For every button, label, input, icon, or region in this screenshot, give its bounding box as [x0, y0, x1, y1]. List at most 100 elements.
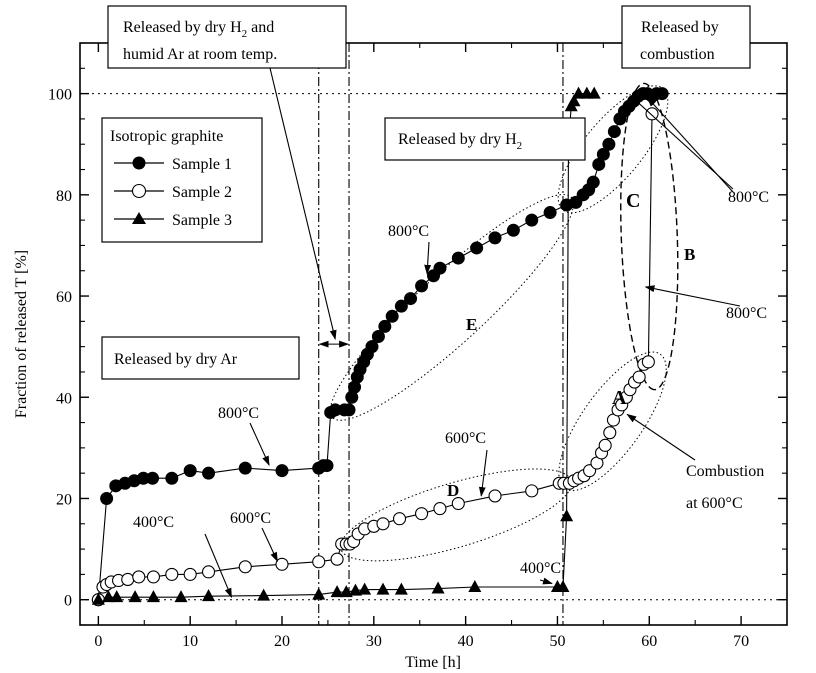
data-point-sample-1 [385, 309, 399, 323]
data-point-sample-3 [339, 585, 353, 598]
annotation-box-dry-ar [101, 336, 300, 380]
annotation-box-dry-h2 [384, 117, 586, 161]
data-point-sample-1 [378, 319, 392, 333]
data-point-sample-1 [451, 251, 465, 265]
data-point-sample-1 [543, 206, 557, 220]
data-point-sample-1 [100, 491, 114, 505]
data-point-sample-1 [586, 175, 600, 189]
data-point-sample-1 [365, 340, 379, 354]
data-point-sample-2 [415, 507, 429, 521]
data-point-sample-2 [603, 426, 617, 440]
arrow-600c-sample2-h2 [478, 449, 488, 497]
x-tick-label: 30 [366, 633, 382, 650]
data-point-sample-3 [468, 580, 482, 593]
data-point-sample-3 [394, 582, 408, 595]
data-point-sample-2 [645, 107, 659, 121]
data-point-sample-2 [165, 567, 179, 581]
x-tick-label: 50 [549, 633, 565, 650]
legend-marker-sample-2 [131, 183, 147, 199]
data-point-sample-3 [330, 585, 344, 598]
region-label-b: B [684, 245, 695, 264]
data-point-sample-1 [165, 471, 179, 485]
arrow-800c-b [644, 285, 741, 307]
data-point-sample-1 [342, 403, 356, 417]
y-tick-label: 60 [56, 289, 72, 306]
annotation-box-h2-humid [107, 5, 347, 69]
data-point-sample-3 [91, 592, 105, 605]
legend-title: Isotropic graphite [110, 128, 223, 145]
data-point-sample-1 [371, 330, 385, 344]
data-point-sample-1 [146, 471, 160, 485]
data-point-sample-2 [525, 484, 539, 498]
data-point-sample-2 [132, 570, 146, 584]
data-point-sample-3 [257, 588, 271, 601]
data-point-sample-1 [202, 466, 216, 480]
data-point-sample-1 [596, 147, 610, 161]
label-combustion-600-line1: Combustion [686, 463, 764, 480]
arrow-combustion-600 [626, 413, 696, 461]
label-600c-sample2-ar: 600°C [230, 510, 271, 527]
data-point-sample-2 [488, 489, 502, 503]
legend-label-sample-1: Sample 1 [172, 156, 232, 173]
label-400c-sample3-h2: 400°C [520, 560, 561, 577]
region-label-a: A [612, 387, 627, 409]
data-point-sample-2 [238, 560, 252, 574]
data-point-sample-2 [275, 557, 289, 571]
data-point-sample-1 [470, 241, 484, 255]
arrow-400c-sample3-ar [204, 533, 233, 599]
data-point-sample-3 [572, 86, 586, 99]
data-point-sample-1 [488, 231, 502, 245]
data-point-sample-3 [358, 582, 372, 595]
region-label-e: E [466, 315, 477, 334]
data-point-sample-1 [607, 125, 621, 139]
x-tick-label: 10 [182, 633, 198, 650]
arrow-400c-sample3-h2 [539, 577, 553, 585]
arrow-800c-c-2 [646, 96, 734, 193]
legend-label-sample-3: Sample 3 [172, 212, 232, 229]
plot-frame [79, 42, 788, 626]
x-axis-title: Time [h] [405, 654, 461, 671]
data-point-sample-1 [183, 464, 197, 478]
annotation-dry-ar: Released by dry Ar [114, 351, 238, 368]
data-point-sample-2 [330, 552, 344, 566]
legend-label-sample-2: Sample 2 [172, 184, 232, 201]
data-point-sample-1 [275, 464, 289, 478]
data-point-sample-3 [312, 587, 326, 600]
data-point-sample-2 [392, 512, 407, 526]
data-point-sample-2 [451, 496, 465, 511]
data-point-sample-2 [598, 438, 612, 452]
data-point-sample-3 [556, 580, 570, 593]
data-point-sample-2 [201, 565, 216, 579]
region-ellipse-e [329, 194, 574, 421]
annotation-h2-humid-line1: Released by dry H2 and [123, 19, 274, 40]
arrow-800c-sample1-ar [249, 422, 270, 466]
data-point-sample-3 [146, 590, 160, 603]
y-tick-label: 100 [48, 87, 72, 104]
arrow-800c-sample1-h2 [424, 241, 432, 275]
data-point-sample-2 [433, 502, 447, 516]
label-combustion-600-line2: at 600°C [686, 495, 743, 512]
annotation-arrows [204, 67, 741, 599]
y-tick-label: 0 [64, 593, 72, 610]
label-800c-combustion-c: 800°C [728, 189, 769, 206]
x-tick-label: 70 [733, 633, 749, 650]
label-600c-sample2-h2: 600°C [445, 430, 486, 447]
legend-box [101, 117, 263, 243]
annotation-combustion-line2: combustion [640, 46, 715, 63]
data-point-sample-3 [202, 589, 216, 602]
data-point-sample-2 [121, 572, 135, 587]
annotation-combustion-line1: Released by [641, 19, 719, 36]
data-point-sample-1 [394, 299, 408, 313]
series-line-sample-3 [98, 93, 595, 601]
legend: Isotropic graphite Sample 1 Sample 2 Sam… [101, 117, 263, 243]
annotation-box-combustion [621, 5, 751, 69]
region-ellipse-b [620, 82, 679, 391]
data-point-sample-3 [567, 94, 581, 107]
data-point-sample-1 [433, 261, 447, 275]
legend-marker-sample-1 [132, 156, 146, 170]
y-tick-label: 40 [56, 390, 72, 407]
data-point-sample-1 [506, 223, 520, 237]
data-point-sample-2 [146, 570, 161, 584]
label-800c-combustion-b: 800°C [726, 305, 767, 322]
data-point-sample-2 [183, 567, 197, 581]
